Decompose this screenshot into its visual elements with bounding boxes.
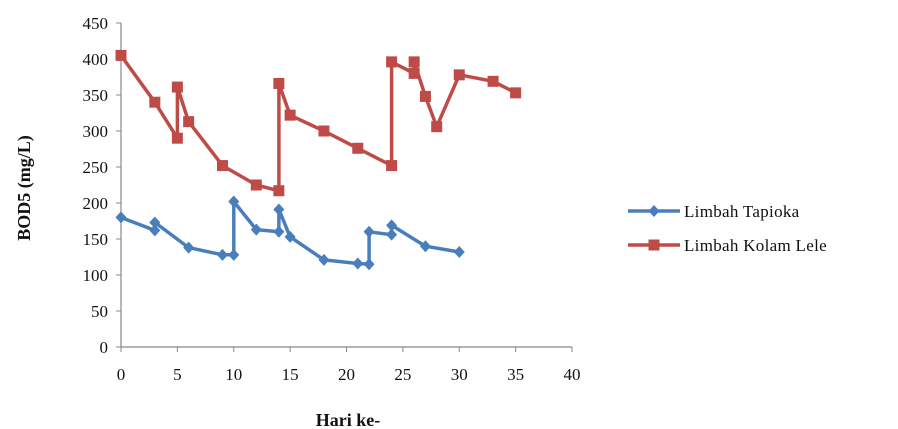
x-tick-label: 25 [394,365,411,384]
data-point [228,248,240,261]
series-limbah-kolam-lele [115,49,522,197]
legend-marker [648,239,660,251]
data-point [453,245,465,258]
legend: Limbah Tapioka Limbah Kolam Lele [628,202,827,255]
data-point [386,160,398,172]
data-point [273,77,285,89]
data-point [352,257,364,270]
data-point [273,185,285,197]
data-point [183,241,195,254]
data-point [408,67,420,79]
data-point [318,253,330,266]
data-point [149,96,161,108]
legend-item: Limbah Kolam Lele [628,236,827,255]
x-tick-label: 15 [282,365,299,384]
data-point [273,225,285,238]
data-point [149,216,161,229]
axes: 0 50 100 150 200 250 300 350 400 450 0 5 10 15 20 25 30 3… [83,14,581,384]
y-tick-label: 350 [83,86,109,105]
data-point [510,87,522,99]
data-point [487,75,499,87]
y-tick-label: 100 [83,266,109,285]
data-point [431,121,443,133]
data-point [386,56,398,68]
data-point [250,223,262,236]
data-point [216,248,228,261]
y-tick-label: 150 [83,230,109,249]
data-point [183,116,195,128]
x-tick-label: 20 [338,365,355,384]
legend-label: Limbah Tapioka [684,202,800,221]
data-point [171,132,183,144]
data-point [419,90,431,102]
y-tick-label: 200 [83,194,109,213]
legend-label: Limbah Kolam Lele [684,236,827,255]
data-point [250,179,262,191]
data-point [149,224,161,237]
data-point [352,142,364,154]
y-tick-label: 300 [83,122,109,141]
data-point [273,203,285,216]
x-axis-title: Hari ke- [316,410,381,429]
data-point [318,125,330,137]
data-point [453,69,465,81]
data-point [228,195,240,208]
y-axis-title: BOD5 (mg/L) [14,135,35,241]
data-point [408,56,420,68]
data-point [386,228,398,241]
y-tick-label: 50 [91,302,108,321]
legend-item: Limbah Tapioka [628,202,800,221]
data-point [284,109,296,121]
y-tick-label: 400 [83,50,109,69]
series-limbah-tapioka [115,195,465,271]
data-point [363,225,375,238]
data-point [171,81,183,93]
x-tick-label: 40 [564,365,581,384]
x-tick-label: 30 [451,365,468,384]
x-tick-label: 35 [507,365,524,384]
y-tick-label: 250 [83,158,109,177]
data-point [363,258,375,271]
data-point [419,240,431,253]
series-layer [115,49,522,271]
x-tick-label: 0 [117,365,126,384]
legend-marker [648,205,660,217]
y-tick-label: 0 [100,338,109,357]
y-tick-label: 450 [83,14,109,33]
x-tick-label: 10 [225,365,242,384]
data-point [115,49,127,61]
data-point [216,160,228,172]
data-point [284,230,296,243]
data-point [115,211,127,224]
x-tick-label: 5 [173,365,182,384]
data-point [386,219,398,232]
